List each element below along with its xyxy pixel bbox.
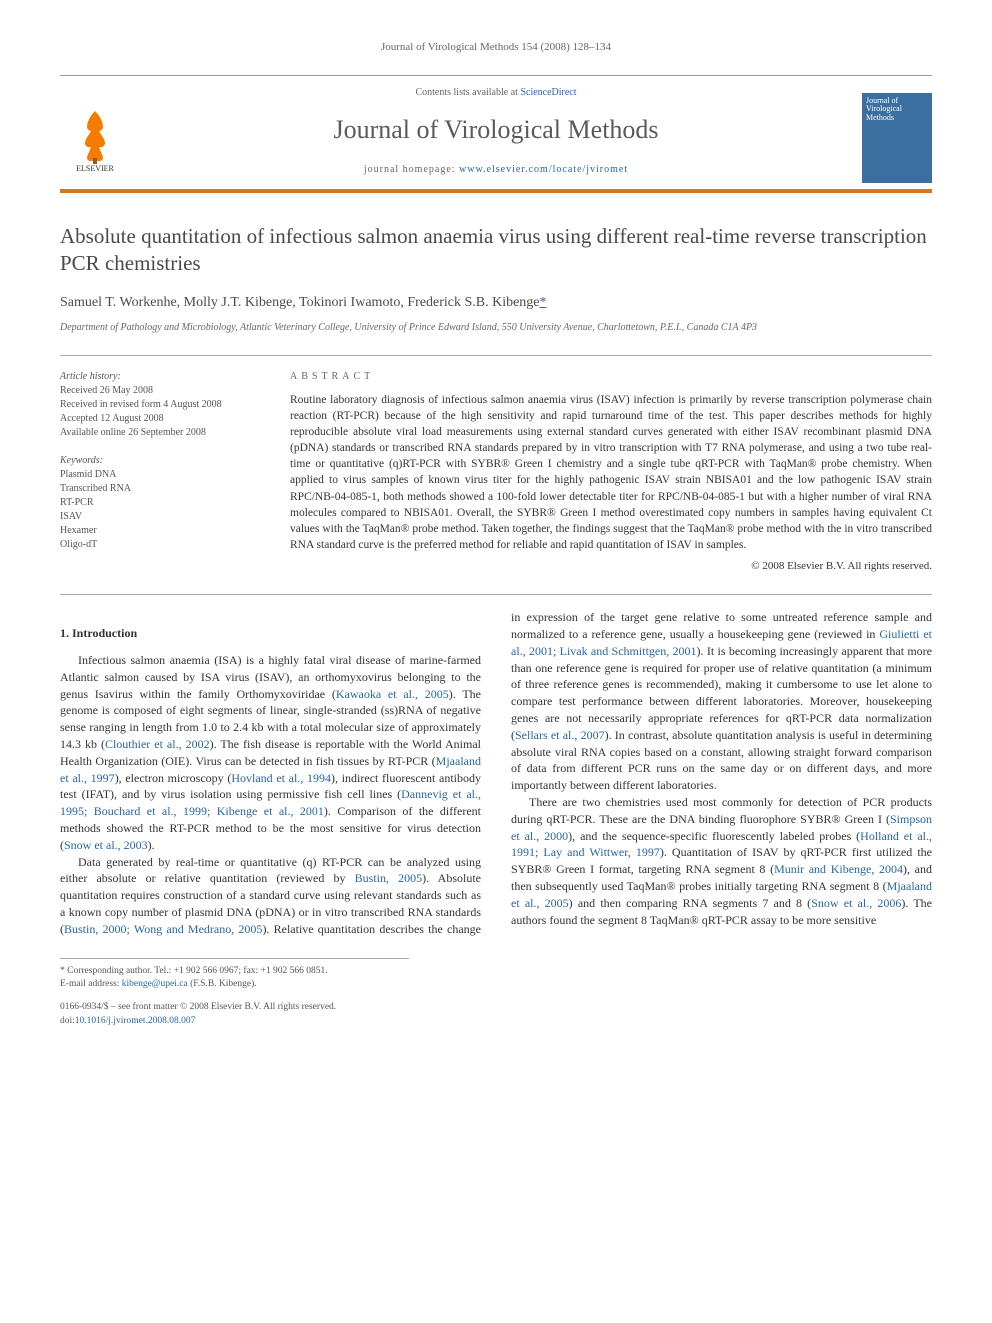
- article-body: 1. Introduction Infectious salmon anaemi…: [60, 609, 932, 1028]
- body-paragraph: Infectious salmon anaemia (ISA) is a hig…: [60, 652, 481, 854]
- running-head: Journal of Virological Methods 154 (2008…: [60, 40, 932, 55]
- citation-link[interactable]: Sellars et al., 2007: [515, 728, 605, 742]
- keywords-heading: Keywords:: [60, 454, 260, 468]
- history-online: Available online 26 September 2008: [60, 426, 260, 440]
- keyword-item: RT-PCR: [60, 496, 260, 510]
- doi-link[interactable]: 10.1016/j.jviromet.2008.08.007: [75, 1016, 196, 1026]
- email-label: E-mail address:: [60, 979, 122, 989]
- intro-heading: 1. Introduction: [60, 625, 481, 642]
- contents-available-line: Contents lists available at ScienceDirec…: [150, 86, 842, 100]
- article-history-block: Article history: Received 26 May 2008 Re…: [60, 370, 260, 440]
- svg-text:ELSEVIER: ELSEVIER: [76, 164, 114, 173]
- body-text: ).: [148, 838, 155, 852]
- author-email-link[interactable]: kibenge@upei.ca: [122, 979, 188, 989]
- body-paragraph: There are two chemistries used most comm…: [511, 794, 932, 928]
- sciencedirect-link[interactable]: ScienceDirect: [520, 87, 576, 98]
- citation-link[interactable]: Snow et al., 2003: [64, 838, 148, 852]
- publisher-logo: ELSEVIER: [60, 98, 130, 178]
- email-footnote: E-mail address: kibenge@upei.ca (F.S.B. …: [60, 978, 932, 991]
- email-suffix: (F.S.B. Kibenge).: [188, 979, 257, 989]
- keywords-block: Keywords: Plasmid DNA Transcribed RNA RT…: [60, 454, 260, 552]
- abstract-heading: ABSTRACT: [290, 370, 932, 384]
- abstract-text: Routine laboratory diagnosis of infectio…: [290, 392, 932, 553]
- citation-link[interactable]: Hovland et al., 1994: [231, 771, 331, 785]
- elsevier-tree-icon: ELSEVIER: [65, 103, 125, 173]
- article-info-sidebar: Article history: Received 26 May 2008 Re…: [60, 370, 260, 574]
- article-title: Absolute quantitation of infectious salm…: [60, 223, 932, 278]
- citation-link[interactable]: Bustin, 2005: [355, 871, 423, 885]
- footnotes: * Corresponding author. Tel.: +1 902 566…: [60, 938, 932, 992]
- author-list: Samuel T. Workenhe, Molly J.T. Kibenge, …: [60, 293, 932, 313]
- issn-line: 0166-0934/$ – see front matter © 2008 El…: [60, 1001, 932, 1014]
- journal-cover-thumbnail: Journal of Virological Methods: [862, 93, 932, 183]
- keyword-item: Hexamer: [60, 524, 260, 538]
- body-text: ), and the sequence-specific fluorescent…: [568, 829, 860, 843]
- citation-link[interactable]: Clouthier et al., 2002: [105, 737, 210, 751]
- doi-line: doi:10.1016/j.jviromet.2008.08.007: [60, 1015, 932, 1028]
- history-revised: Received in revised form 4 August 2008: [60, 398, 260, 412]
- homepage-prefix: journal homepage:: [364, 164, 459, 175]
- citation-link[interactable]: Munir and Kibenge, 2004: [774, 862, 903, 876]
- meta-and-abstract-row: Article history: Received 26 May 2008 Re…: [60, 370, 932, 574]
- body-text: There are two chemistries used most comm…: [511, 795, 932, 826]
- corresponding-author-mark[interactable]: *: [540, 295, 547, 310]
- journal-masthead: ELSEVIER Contents lists available at Sci…: [60, 75, 932, 192]
- keyword-item: Transcribed RNA: [60, 482, 260, 496]
- keyword-item: Plasmid DNA: [60, 468, 260, 482]
- abstract-column: ABSTRACT Routine laboratory diagnosis of…: [290, 370, 932, 574]
- footnote-separator: [60, 958, 409, 959]
- doi-label: doi:: [60, 1016, 75, 1026]
- keyword-item: ISAV: [60, 510, 260, 524]
- journal-homepage-link[interactable]: www.elsevier.com/locate/jviromet: [459, 164, 628, 175]
- citation-link[interactable]: Kawaoka et al., 2005: [336, 687, 449, 701]
- section-divider: [60, 594, 932, 595]
- affiliation: Department of Pathology and Microbiology…: [60, 321, 932, 335]
- journal-homepage-line: journal homepage: www.elsevier.com/locat…: [150, 163, 842, 177]
- masthead-center: Contents lists available at ScienceDirec…: [130, 86, 862, 188]
- body-text: ), electron microscopy (: [115, 771, 232, 785]
- keyword-item: Oligo-dT: [60, 538, 260, 552]
- page-footer: 0166-0934/$ – see front matter © 2008 El…: [60, 1001, 932, 1028]
- section-divider: [60, 355, 932, 356]
- corresponding-author-footnote: * Corresponding author. Tel.: +1 902 566…: [60, 965, 932, 978]
- history-received: Received 26 May 2008: [60, 384, 260, 398]
- body-text: ) and then comparing RNA segments 7 and …: [569, 896, 812, 910]
- contents-prefix: Contents lists available at: [415, 87, 520, 98]
- authors-text: Samuel T. Workenhe, Molly J.T. Kibenge, …: [60, 295, 540, 310]
- citation-link[interactable]: Bustin, 2000; Wong and Medrano, 2005: [64, 922, 262, 936]
- history-heading: Article history:: [60, 370, 260, 384]
- citation-link[interactable]: Snow et al., 2006: [811, 896, 901, 910]
- history-accepted: Accepted 12 August 2008: [60, 412, 260, 426]
- cover-title: Journal of Virological Methods: [866, 97, 928, 123]
- abstract-copyright: © 2008 Elsevier B.V. All rights reserved…: [290, 559, 932, 574]
- journal-name: Journal of Virological Methods: [150, 112, 842, 148]
